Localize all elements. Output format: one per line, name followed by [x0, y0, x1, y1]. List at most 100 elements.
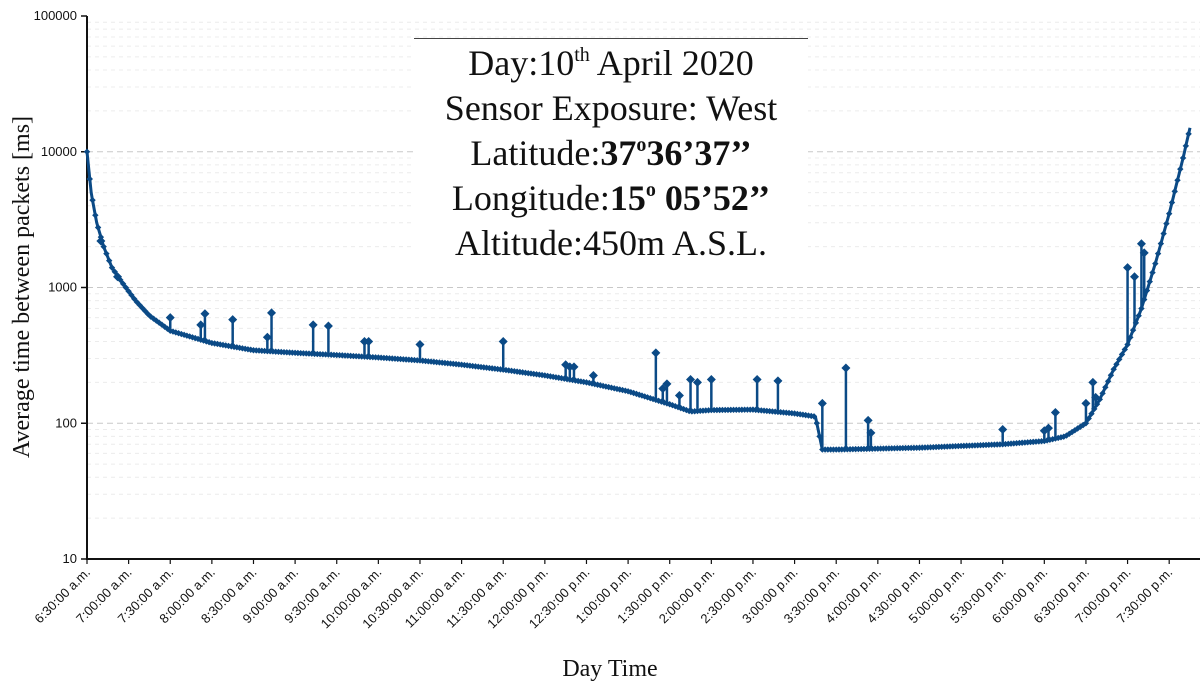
spike-marker: [1139, 248, 1149, 258]
spike-marker: [998, 424, 1008, 434]
spike-marker: [1130, 272, 1140, 282]
spike-marker: [1136, 239, 1146, 249]
series-marker: [1113, 361, 1120, 368]
spike-marker: [1081, 398, 1091, 408]
series-marker: [1143, 287, 1151, 294]
series-marker: [1066, 430, 1073, 437]
spike-marker: [1050, 408, 1060, 418]
spike-marker: [1123, 263, 1133, 273]
series-marker: [1154, 250, 1162, 257]
series-marker: [1088, 410, 1095, 417]
series-marker: [1091, 405, 1098, 413]
series-marker: [1141, 296, 1148, 303]
spike-marker: [200, 309, 210, 319]
info-latitude: Latitude:37o36’37’’: [470, 133, 752, 173]
series-marker: [1171, 188, 1178, 195]
series-marker: [86, 175, 93, 183]
spike-marker: [674, 391, 684, 401]
series-marker: [83, 148, 91, 155]
spike-marker: [817, 398, 827, 408]
spike-marker: [323, 321, 333, 331]
info-box: Day:10th April 2020 Sensor Exposure: Wes…: [414, 38, 808, 263]
series-marker: [1185, 130, 1192, 138]
series-marker: [111, 268, 118, 275]
series-marker: [1107, 372, 1115, 379]
series-marker: [1157, 240, 1165, 247]
series-marker: [547, 373, 554, 380]
spike-marker: [569, 362, 579, 372]
spike-marker: [651, 348, 661, 358]
series-marker: [100, 243, 107, 250]
spike-marker: [692, 377, 702, 387]
series-marker: [1177, 165, 1184, 173]
series-marker: [1054, 434, 1062, 442]
series-marker: [1071, 427, 1079, 434]
spike-marker: [1091, 392, 1101, 402]
series-marker: [89, 196, 96, 204]
spike-marker: [498, 337, 508, 347]
series-marker: [1049, 435, 1056, 443]
series-marker: [1085, 415, 1092, 422]
series-marker: [1093, 400, 1101, 408]
series-marker: [1163, 220, 1170, 227]
y-tick-label: 100000: [34, 8, 77, 23]
series-marker: [150, 315, 157, 322]
series-marker: [1132, 319, 1140, 327]
series-marker: [666, 401, 673, 408]
series-marker: [1182, 142, 1190, 150]
series-marker: [1077, 423, 1084, 430]
spike-marker: [863, 415, 873, 425]
spike-marker: [228, 315, 238, 325]
series-marker: [1127, 334, 1134, 341]
spike-marker: [364, 337, 374, 347]
series-marker: [599, 382, 607, 390]
spike-marker: [588, 370, 598, 380]
series-marker: [122, 284, 130, 291]
series-marker: [105, 257, 113, 264]
series-marker: [638, 392, 646, 399]
series-marker: [205, 338, 213, 346]
series-marker: [1174, 177, 1181, 184]
series-marker: [1116, 356, 1123, 363]
y-axis-title: Average time between packets [ms]: [9, 116, 35, 458]
series-marker: [1135, 312, 1142, 319]
y-tick-label: 10: [63, 551, 77, 566]
info-altitude: Altitude:450m A.S.L.: [454, 223, 767, 263]
series-marker: [1138, 305, 1145, 312]
series-marker: [580, 378, 587, 386]
spike-marker: [415, 340, 425, 350]
series-marker: [1168, 199, 1176, 206]
spike-marker: [1088, 377, 1098, 387]
series-marker: [558, 375, 565, 382]
series-marker: [591, 380, 598, 388]
spike-marker: [96, 236, 106, 246]
series-marker: [203, 338, 210, 345]
series-marker: [1124, 341, 1131, 348]
series-marker: [1099, 390, 1106, 397]
series-marker: [683, 406, 690, 414]
spike-marker: [1043, 423, 1053, 433]
series-marker: [594, 381, 601, 388]
series-marker: [810, 413, 818, 420]
spike-marker: [196, 320, 206, 330]
series-marker: [92, 212, 99, 219]
spike-marker: [686, 375, 696, 385]
y-tick-label: 10000: [41, 144, 77, 159]
info-exposure: Sensor Exposure: West: [444, 88, 778, 128]
y-tick-label: 100: [55, 415, 77, 430]
series-marker: [552, 374, 560, 381]
series-marker: [144, 310, 152, 318]
series-marker: [660, 399, 668, 406]
spike-marker: [706, 375, 716, 385]
spike-marker: [308, 320, 318, 330]
series-marker: [1110, 366, 1117, 373]
series-marker: [597, 382, 604, 389]
spike-marker: [662, 379, 672, 389]
series-marker: [119, 280, 127, 287]
series-marker: [605, 383, 612, 391]
spike-marker: [165, 313, 175, 323]
series-marker: [813, 419, 820, 427]
series-marker: [569, 376, 576, 384]
spike-marker: [262, 332, 272, 342]
